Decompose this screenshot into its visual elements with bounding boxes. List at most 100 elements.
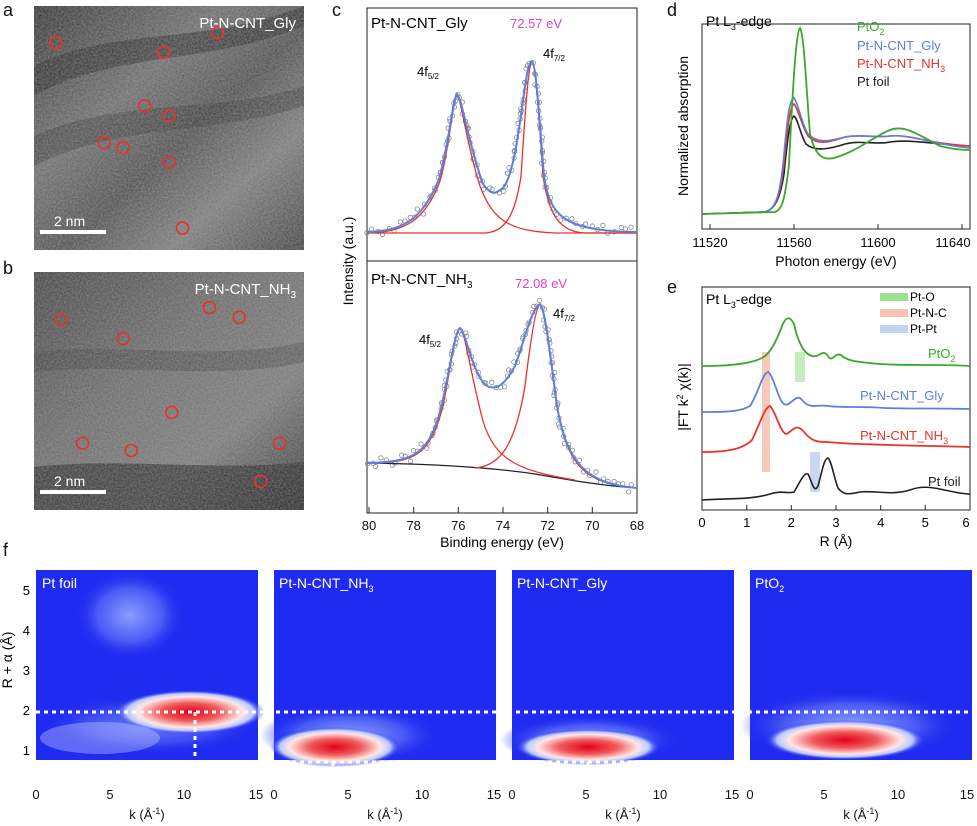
xps-xtick: 80 <box>362 518 376 533</box>
exafs-ylabel: |FT k2 χ(k)| <box>675 363 691 431</box>
xanes-xtick: 11560 <box>776 235 811 250</box>
xanes-ylabel: Normalized absorption <box>675 56 691 196</box>
wt-xtick: 10 <box>177 787 191 802</box>
sample-label-b: Pt-N-CNT_NH3 <box>195 281 297 301</box>
exafs-xtick: 2 <box>788 515 795 530</box>
atom-markers-a <box>48 26 225 235</box>
wt-title-pto2: PtO2 <box>755 575 784 594</box>
xanes-legend-gly: Pt-N-CNT_Gly <box>857 38 941 53</box>
exafs-curve-pto2 <box>701 317 971 367</box>
exafs-label-gly: Pt-N-CNT_Gly <box>860 388 944 403</box>
atom-marker <box>162 155 176 169</box>
wt-map-nh3: Pt-N-CNT_NH3 <box>260 570 496 767</box>
xps-bottom-baseline <box>366 462 638 489</box>
xps-bottom-peak-a: 4f5/2 <box>419 332 442 349</box>
scale-bar-label-b: 2 nm <box>54 473 85 489</box>
atom-marker <box>124 443 138 458</box>
exafs-xtick: 6 <box>962 515 969 530</box>
xps-data-point <box>622 226 629 232</box>
exafs-legend: Pt-O Pt-N-C Pt-Pt <box>880 290 947 336</box>
panel-label-a: a <box>3 0 14 20</box>
panel-label-f: f <box>3 540 9 560</box>
scale-bar-a <box>40 230 106 234</box>
wt-ytick: 4 <box>23 623 30 638</box>
wt-ytick: 1 <box>23 743 30 758</box>
wt-xlabel: k (Å-1) <box>367 806 402 822</box>
xps-data-point <box>397 219 404 225</box>
xps-bottom-sample: Pt-N-CNT_NH3 <box>371 271 473 291</box>
xps-data-point <box>600 222 606 228</box>
wt-xticks: 0 5 10 15 0 5 10 15 0 5 10 15 0 5 10 15 <box>32 787 974 802</box>
xps-bottom-points <box>365 297 634 495</box>
wt-xtick: 0 <box>32 787 39 802</box>
xps-data-point <box>414 206 420 212</box>
exafs-xtick: 4 <box>877 515 884 530</box>
exafs-curve-labels: PtO2 Pt-N-CNT_Gly Pt-N-CNT_NH3 Pt foil <box>860 346 961 489</box>
atom-marker <box>156 45 171 60</box>
panel-label-b: b <box>3 258 14 278</box>
wt-xtick: 0 <box>508 787 515 802</box>
xps-bottom-energy: 72.08 eV <box>515 276 567 291</box>
xps-xtick: 74 <box>496 518 510 533</box>
wt-xtick: 10 <box>653 787 667 802</box>
xps-top-points <box>364 60 634 237</box>
xps-bottom-envelope <box>366 302 638 489</box>
xanes-legend: PtO2 Pt-N-CNT_Gly Pt-N-CNT_NH3 Pt foil <box>857 19 945 89</box>
panel-label-c: c <box>332 0 341 20</box>
wt-xtick: 10 <box>891 787 905 802</box>
atom-marker <box>137 99 152 113</box>
xps-data-point <box>489 379 495 385</box>
xps-xtick: 68 <box>630 518 644 533</box>
wt-xtick: 0 <box>270 787 277 802</box>
xps-data-point <box>558 217 564 223</box>
wt-ylabel: R + α (Å) <box>0 632 15 689</box>
wt-xtick: 15 <box>249 787 263 802</box>
wt-xtick: 15 <box>960 787 974 802</box>
wt-xtick: 5 <box>106 787 113 802</box>
xanes-legend-ptfoil: Pt foil <box>857 74 890 89</box>
wt-xlabel: k (Å-1) <box>605 806 640 822</box>
wt-xtick: 5 <box>582 787 589 802</box>
atom-marker <box>116 140 130 155</box>
xanes-edge-label: Pt L3-edge <box>706 13 772 32</box>
xanes-legend-pto2: PtO2 <box>857 19 884 37</box>
exafs-xtick: 5 <box>922 515 929 530</box>
xps-data-point <box>408 458 414 464</box>
wt-map-gly: Pt-N-CNT_Gly <box>500 570 734 765</box>
wavelet-maps: 1 2 3 4 5 6 R + α (Å) Pt foil Pt-N-CNT_N… <box>0 570 974 822</box>
xps-top-peak-b: 4f7/2 <box>543 46 566 63</box>
xps-top-sample: Pt-N-CNT_Gly <box>371 15 468 32</box>
xps-bottom-peak-b: 4f7/2 <box>553 306 576 323</box>
wt-title-ptfoil: Pt foil <box>42 575 77 591</box>
wt-xtick: 15 <box>725 787 739 802</box>
exafs-band-ptnc <box>762 352 770 472</box>
xanes-legend-nh3: Pt-N-CNT_NH3 <box>857 56 945 74</box>
exafs-legend-ptnc: Pt-N-C <box>910 306 947 320</box>
atom-markers-b <box>54 300 287 489</box>
wt-xtick: 10 <box>415 787 429 802</box>
xps-ylabel: Intensity (a.u.) <box>340 217 356 306</box>
xps-xtick: 70 <box>585 518 599 533</box>
scale-bar-label-a: 2 nm <box>54 213 85 229</box>
xps-data-point <box>399 452 405 458</box>
atom-marker <box>232 310 246 325</box>
xps-xtick: 76 <box>451 518 465 533</box>
xanes-xtick: 11640 <box>935 235 970 250</box>
panel-label-d: d <box>667 0 678 20</box>
exafs-band-pto <box>795 352 805 382</box>
wt-reference-lines <box>36 710 972 790</box>
atom-marker <box>164 405 179 420</box>
exafs-xtick: 0 <box>698 515 705 530</box>
wt-title-nh3: Pt-N-CNT_NH3 <box>279 575 373 594</box>
stem-image-a: 2 nm Pt-N-CNT_Gly <box>34 6 304 250</box>
xanes-curve-gly <box>701 97 971 215</box>
exafs-curve-gly <box>701 371 971 413</box>
xanes-xtick: 11520 <box>692 235 727 250</box>
xanes-curve-nh3 <box>701 103 971 215</box>
exafs-legend-ptpt: Pt-Pt <box>910 322 937 336</box>
exafs-label-pto2: PtO2 <box>928 346 955 364</box>
xps-data-point <box>373 463 379 470</box>
wt-xlabels: k (Å-1) k (Å-1) k (Å-1) k (Å-1) <box>129 806 878 822</box>
xps-data-point <box>378 455 384 461</box>
atom-marker <box>254 474 268 489</box>
